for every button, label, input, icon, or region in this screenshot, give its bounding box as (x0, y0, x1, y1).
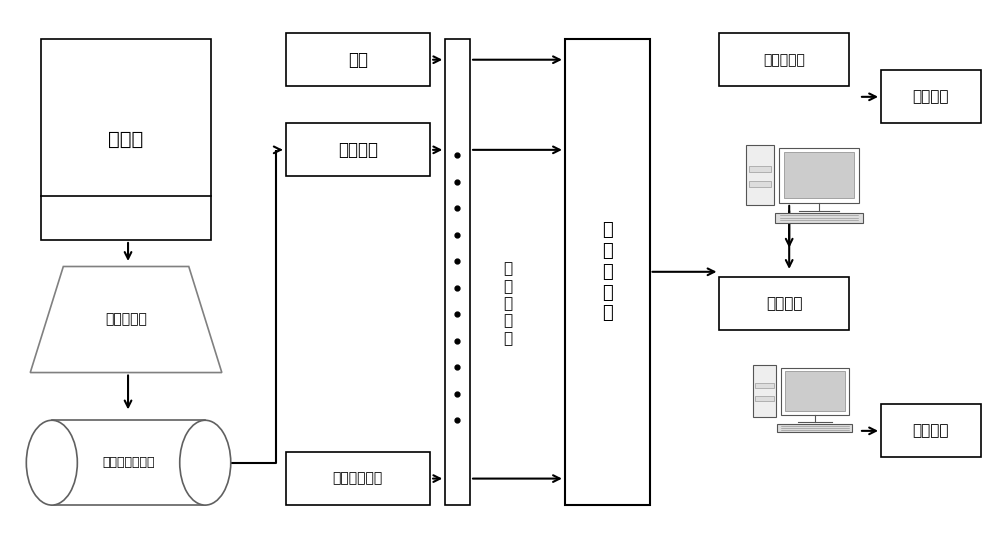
FancyBboxPatch shape (445, 38, 470, 505)
Text: 数据输出: 数据输出 (913, 423, 949, 438)
FancyBboxPatch shape (565, 38, 650, 505)
Text: 传
感
器
接
口: 传 感 器 接 口 (503, 261, 513, 346)
Text: 自然伽玛: 自然伽玛 (338, 141, 378, 159)
FancyBboxPatch shape (746, 145, 774, 205)
FancyBboxPatch shape (881, 405, 981, 457)
Text: 钻井液池体积: 钻井液池体积 (333, 472, 383, 486)
Text: 振动筛: 振动筛 (108, 130, 144, 149)
Text: 实时曲线: 实时曲线 (913, 90, 949, 104)
FancyBboxPatch shape (286, 123, 430, 176)
FancyBboxPatch shape (781, 368, 849, 415)
FancyBboxPatch shape (749, 181, 771, 187)
FancyBboxPatch shape (719, 277, 849, 330)
FancyBboxPatch shape (779, 148, 859, 203)
FancyBboxPatch shape (777, 424, 852, 432)
Text: 自然伽玛传感器: 自然伽玛传感器 (102, 456, 155, 469)
FancyBboxPatch shape (784, 152, 854, 198)
Polygon shape (30, 266, 222, 373)
FancyBboxPatch shape (881, 70, 981, 123)
Text: 数据管理: 数据管理 (766, 296, 802, 311)
Text: 岩屑收集器: 岩屑收集器 (105, 312, 147, 327)
FancyBboxPatch shape (719, 33, 849, 86)
FancyBboxPatch shape (755, 396, 774, 401)
FancyBboxPatch shape (775, 213, 863, 223)
Text: 联机服务器: 联机服务器 (763, 53, 805, 67)
FancyBboxPatch shape (755, 383, 774, 389)
FancyBboxPatch shape (753, 365, 776, 417)
Ellipse shape (26, 420, 77, 505)
Text: 综
合
录
井
仪: 综 合 录 井 仪 (602, 221, 613, 322)
FancyBboxPatch shape (749, 166, 771, 172)
Text: 悬重: 悬重 (348, 51, 368, 69)
FancyBboxPatch shape (286, 452, 430, 505)
FancyBboxPatch shape (785, 372, 845, 411)
Bar (52, 420, 205, 505)
Ellipse shape (180, 420, 231, 505)
FancyBboxPatch shape (286, 33, 430, 86)
FancyBboxPatch shape (41, 38, 211, 240)
